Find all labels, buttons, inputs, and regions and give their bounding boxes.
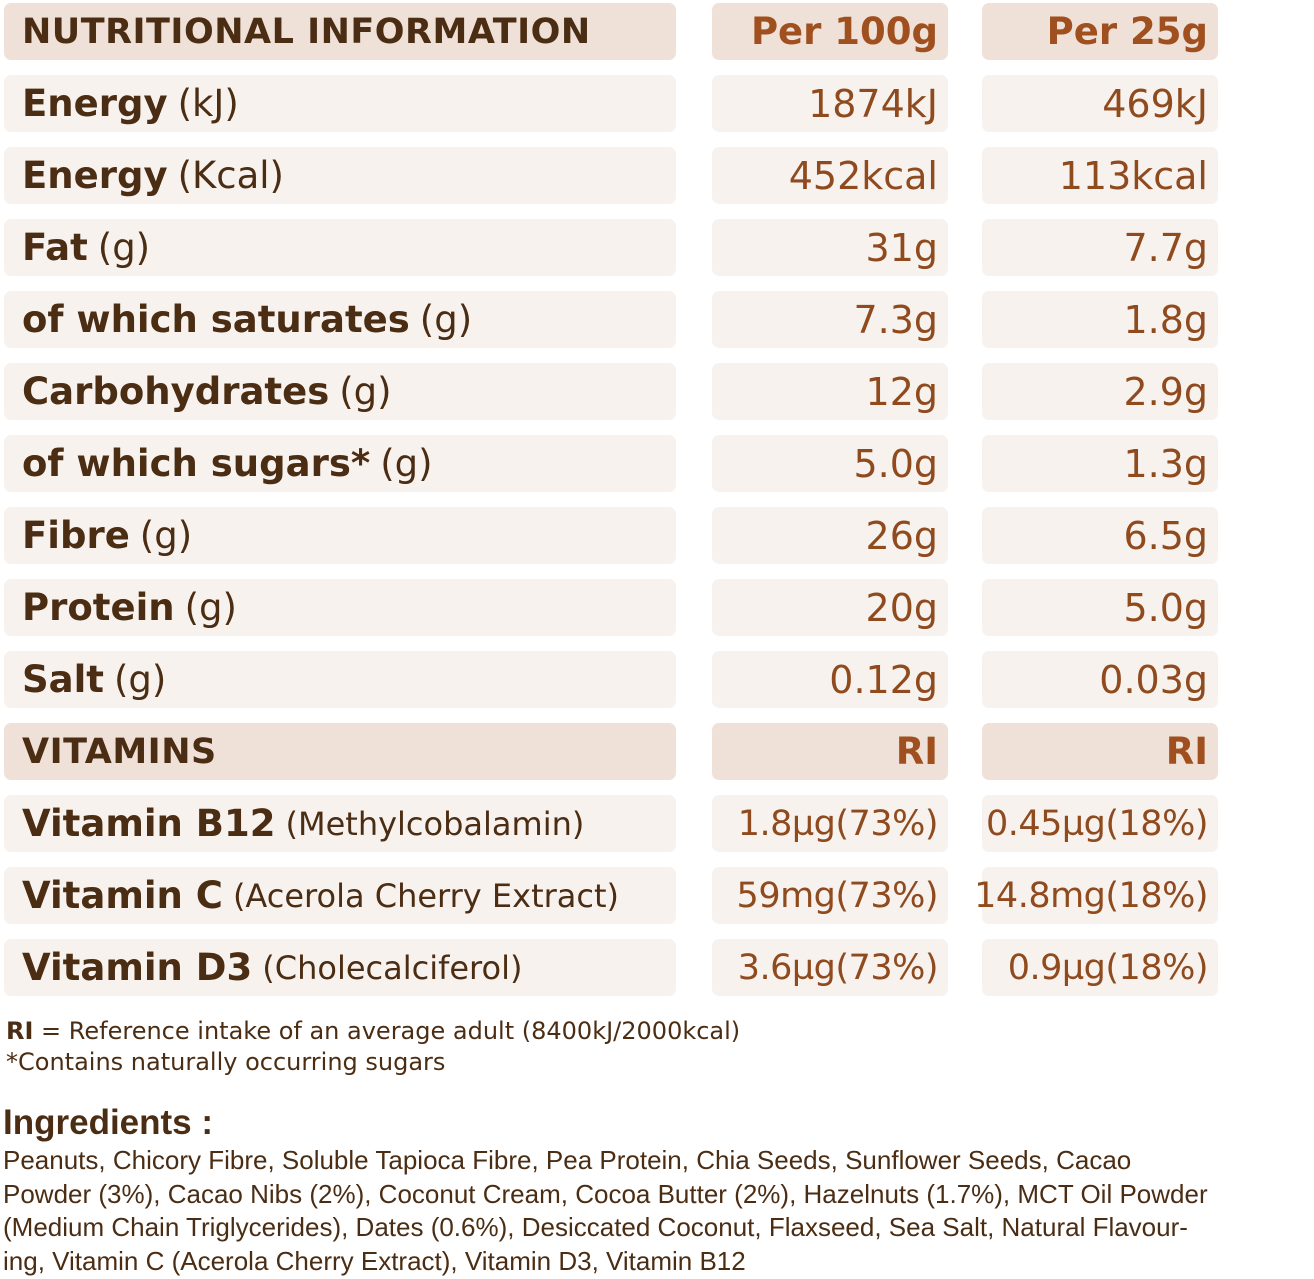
vitamin-row-b12: Vitamin B12 (Methylcobalamin) 1.8µg(73%) … xyxy=(4,795,1218,852)
vitamin-name: Vitamin B12 xyxy=(22,802,276,845)
ingredients-line: Peanuts, Chicory Fibre, Soluble Tapioca … xyxy=(3,1145,1132,1175)
value-per-100g: 59mg(73%) xyxy=(736,875,939,916)
col-per-25g-header: Per 25g xyxy=(1046,10,1208,53)
ingredients-line: Powder (3%), Cacao Nibs (2%), Coconut Cr… xyxy=(3,1178,1208,1209)
nutrient-unit: (g) xyxy=(419,298,473,341)
nutrient-name: Fat xyxy=(22,226,88,269)
vitamin-row-c: Vitamin C (Acerola Cherry Extract) 59mg(7… xyxy=(4,867,1218,924)
vitamin-source: (Acerola Cherry Extract) xyxy=(232,876,619,915)
vitamin-name: Vitamin C xyxy=(22,874,223,917)
value-per-100g: 1874kJ xyxy=(808,81,938,126)
value-per-25g: 7.7g xyxy=(1123,225,1208,270)
value-per-25g: 1.3g xyxy=(1123,441,1208,486)
col-ri-header: RI xyxy=(1165,730,1208,773)
nutrient-row-protein: Protein (g) 20g 5.0g xyxy=(4,579,1218,636)
ri-abbreviation: RI xyxy=(6,1017,34,1045)
nutrient-name: Energy xyxy=(22,154,168,197)
col-per-100g-header: Per 100g xyxy=(750,10,938,53)
value-per-100g: 452kcal xyxy=(788,153,938,198)
nutrient-unit: (kJ) xyxy=(177,82,239,125)
value-per-100g: 0.12g xyxy=(829,657,938,702)
nutrition-header-row: NUTRITIONAL INFORMATION Per 100g Per 25g xyxy=(4,3,1218,60)
nutrition-table: NUTRITIONAL INFORMATION Per 100g Per 25g… xyxy=(4,3,1218,1011)
nutrition-header-label: NUTRITIONAL INFORMATION xyxy=(22,11,591,52)
value-per-25g: 0.45µg(18%) xyxy=(985,803,1209,844)
col-ri-header: RI xyxy=(895,730,938,773)
nutrient-name: Protein xyxy=(22,586,175,629)
ingredients-text: Peanuts, Chicory Fibre, Soluble Tapioca … xyxy=(3,1144,1313,1278)
value-per-25g: 113kcal xyxy=(1058,153,1208,198)
vitamins-header-label: VITAMINS xyxy=(22,731,217,772)
nutrient-name: Carbohydrates xyxy=(22,370,330,413)
nutrient-unit: (g) xyxy=(139,514,193,557)
nutrient-row-salt: Salt (g) 0.12g 0.03g xyxy=(4,651,1218,708)
value-per-25g: 0.9µg(18%) xyxy=(1007,947,1209,988)
value-per-100g: 12g xyxy=(865,369,938,414)
nutrient-row-fibre: Fibre (g) 26g 6.5g xyxy=(4,507,1218,564)
value-per-100g: 20g xyxy=(865,585,938,630)
nutrient-unit: (Kcal) xyxy=(177,154,284,197)
value-per-100g: 31g xyxy=(865,225,938,270)
nutrient-name: Salt xyxy=(22,658,104,701)
ingredients-title: Ingredients : xyxy=(3,1103,214,1142)
nutrient-row-saturates: of which saturates (g) 7.3g 1.8g xyxy=(4,291,1218,348)
nutrient-row-energy-kcal: Energy (Kcal) 452kcal 113kcal xyxy=(4,147,1218,204)
value-per-25g: 2.9g xyxy=(1123,369,1208,414)
nutrient-unit: (g) xyxy=(114,658,167,701)
vitamin-source: (Cholecalciferol) xyxy=(262,948,523,987)
value-per-100g: 3.6µg(73%) xyxy=(737,947,939,988)
nutrient-name: Energy xyxy=(22,82,168,125)
nutrient-name: of which sugars* xyxy=(22,442,371,485)
value-per-100g: 1.8µg(73%) xyxy=(737,803,939,844)
nutrient-unit: (g) xyxy=(184,586,237,629)
vitamin-row-d3: Vitamin D3 (Cholecalciferol) 3.6µg(73%) 0… xyxy=(4,939,1218,996)
value-per-25g: 6.5g xyxy=(1123,513,1208,558)
value-per-25g: 469kJ xyxy=(1102,81,1208,126)
vitamin-source: (Methylcobalamin) xyxy=(285,804,585,843)
ri-definition: = Reference intake of an average adult (… xyxy=(33,1017,741,1045)
value-per-25g: 1.8g xyxy=(1123,297,1208,342)
nutrient-unit: (g) xyxy=(339,370,392,413)
value-per-25g: 0.03g xyxy=(1099,657,1208,702)
nutrient-row-sugars: of which sugars* (g) 5.0g 1.3g xyxy=(4,435,1218,492)
ri-footnote: RI = Reference intake of an average adul… xyxy=(6,1016,740,1047)
nutrient-row-energy-kj: Energy (kJ) 1874kJ 469kJ xyxy=(4,75,1218,132)
value-per-100g: 26g xyxy=(865,513,938,558)
nutrient-unit: (g) xyxy=(380,442,433,485)
footnotes: RI = Reference intake of an average adul… xyxy=(6,1016,740,1078)
nutrient-row-carbohydrates: Carbohydrates (g) 12g 2.9g xyxy=(4,363,1218,420)
vitamins-header-row: VITAMINS RI RI xyxy=(4,723,1218,780)
vitamin-name: Vitamin D3 xyxy=(22,946,253,989)
nutrient-row-fat: Fat (g) 31g 7.7g xyxy=(4,219,1218,276)
ingredients-line: (Medium Chain Triglycerides), Dates (0.6… xyxy=(3,1212,1188,1242)
nutrient-unit: (g) xyxy=(97,226,151,269)
sugars-footnote: *Contains naturally occurring sugars xyxy=(6,1048,446,1076)
ingredients-line: ing, Vitamin C (Acerola Cherry Extract),… xyxy=(3,1245,746,1276)
nutrient-name: Fibre xyxy=(22,514,130,557)
value-per-25g: 5.0g xyxy=(1123,585,1208,630)
nutrient-name: of which saturates xyxy=(22,298,410,341)
value-per-100g: 7.3g xyxy=(853,297,938,342)
value-per-25g: 14.8mg(18%) xyxy=(974,875,1208,916)
value-per-100g: 5.0g xyxy=(853,441,938,486)
